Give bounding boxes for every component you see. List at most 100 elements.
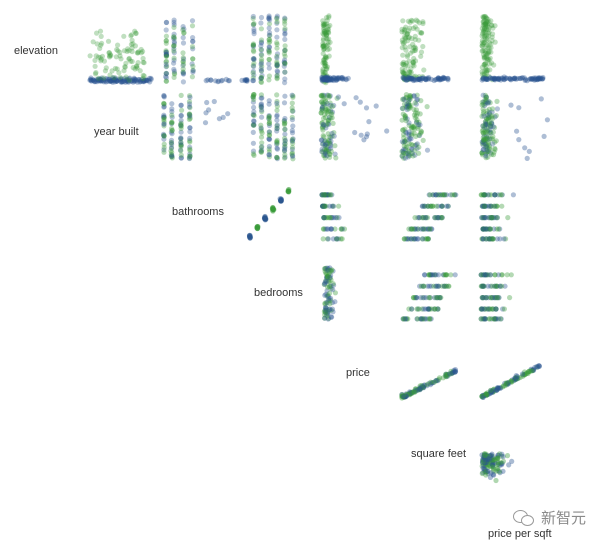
scatter-point: [414, 117, 420, 123]
scatter-point: [282, 93, 288, 99]
scatter-point: [403, 77, 410, 83]
scatter-point: [101, 58, 107, 64]
scatter-point: [128, 33, 134, 39]
scatter-point: [320, 76, 326, 83]
scatter-point: [242, 77, 248, 83]
scatter-point: [323, 78, 329, 84]
scatter-point: [493, 306, 499, 312]
scatter-point: [244, 77, 250, 83]
scatter-point: [250, 151, 256, 157]
scatter-point: [251, 56, 257, 62]
scatter-point: [168, 140, 174, 146]
scatter-point: [92, 79, 98, 85]
scatter-point: [187, 135, 193, 141]
scatter-point: [290, 140, 296, 146]
scatter-point: [426, 283, 432, 289]
scatter-point: [319, 149, 325, 155]
scatter-point: [282, 16, 288, 22]
scatter-point: [422, 76, 428, 82]
scatter-point: [482, 26, 488, 32]
scatter-point: [266, 65, 272, 71]
scatter-point: [187, 144, 193, 150]
scatter-point: [321, 26, 327, 32]
scatter-point: [163, 61, 169, 67]
scatter-point: [281, 122, 288, 128]
scatter-point: [481, 272, 487, 278]
scatter-point: [483, 21, 489, 27]
scatter-point: [119, 79, 125, 85]
scatter-point: [129, 32, 135, 38]
scatter-point: [282, 15, 288, 21]
scatter-point: [513, 76, 519, 82]
scatter-point: [423, 77, 429, 83]
scatter-point: [131, 75, 137, 81]
scatter-point: [322, 30, 328, 36]
scatter-point: [161, 114, 167, 120]
scatter-point: [281, 148, 288, 154]
scatter-point: [479, 77, 485, 83]
scatter-point: [510, 192, 516, 198]
scatter-point: [528, 368, 534, 374]
scatter-point: [281, 63, 287, 69]
scatter-point: [482, 29, 488, 36]
scatter-point: [325, 92, 331, 98]
scatter-point: [274, 59, 280, 65]
scatter-point: [178, 92, 184, 98]
scatter-point: [266, 154, 272, 160]
scatter-point: [401, 70, 407, 76]
scatter-point: [171, 19, 177, 25]
scatter-point: [361, 137, 367, 143]
scatter-point: [408, 76, 414, 82]
scatter-point: [178, 121, 184, 127]
scatter-point: [479, 64, 485, 70]
scatter-point: [168, 145, 175, 151]
scatter-point: [331, 102, 337, 109]
scatter-point: [250, 22, 257, 28]
scatter-point: [115, 48, 121, 54]
scatter-point: [415, 122, 422, 128]
scatter-point: [134, 50, 140, 56]
scatter-point: [161, 104, 167, 110]
scatter-point: [251, 28, 257, 34]
scatter-point: [491, 203, 497, 209]
scatter-point: [405, 98, 411, 105]
scatter-point: [404, 31, 410, 38]
scatter-point: [536, 363, 542, 369]
scatter-point: [496, 76, 502, 83]
scatter-point: [403, 130, 409, 136]
scatter-point: [144, 77, 150, 83]
scatter-point: [503, 380, 509, 386]
scatter-point: [114, 78, 120, 84]
scatter-point: [274, 19, 280, 25]
scatter-point: [187, 147, 193, 153]
scatter-point: [480, 75, 486, 81]
scatter-point: [282, 115, 288, 122]
scatter-point: [324, 66, 330, 72]
scatter-point: [488, 295, 494, 301]
scatter-point: [332, 299, 338, 305]
scatter-point: [484, 32, 490, 39]
scatter-point: [328, 77, 334, 83]
scatter-point: [321, 28, 327, 34]
scatter-point: [420, 203, 426, 209]
scatter-point: [319, 125, 325, 131]
scatter-point: [109, 78, 115, 84]
scatter-point: [259, 95, 265, 101]
scatter-point: [140, 48, 146, 55]
scatter-point: [203, 78, 209, 84]
scatter-point: [499, 283, 505, 289]
scatter-point: [289, 136, 295, 142]
scatter-point: [163, 33, 169, 39]
scatter-point: [321, 42, 327, 48]
scatter-point: [127, 75, 133, 81]
scatter-point: [483, 76, 489, 83]
scatter-point: [171, 74, 177, 80]
scatter-point: [266, 16, 272, 22]
scatter-point: [481, 40, 487, 46]
scatter-point: [274, 107, 280, 113]
scatter-point: [274, 125, 280, 132]
scatter-point: [94, 41, 100, 47]
scatter-point: [428, 379, 434, 385]
scatter-point: [412, 37, 418, 43]
scatter-point: [414, 92, 420, 98]
